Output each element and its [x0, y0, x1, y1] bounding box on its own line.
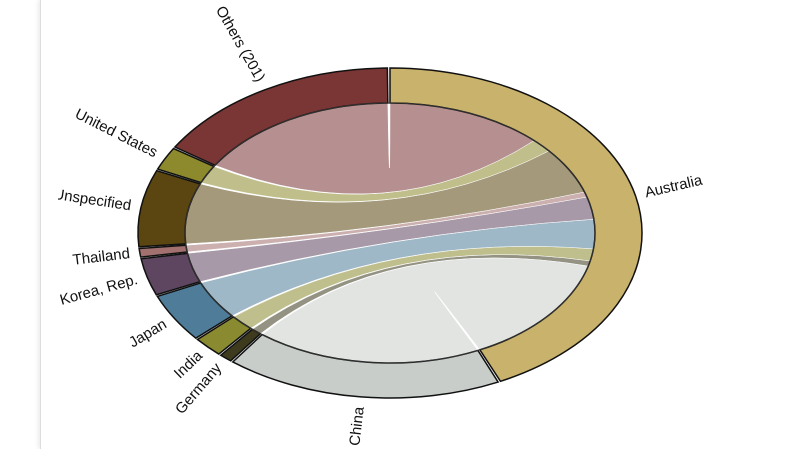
node-label: China [346, 405, 367, 447]
node-label: Australia [643, 172, 704, 202]
ribbons [184, 102, 596, 364]
node-label: Japan [126, 316, 170, 352]
node-label: Others (201) [212, 3, 268, 85]
panel [40, 0, 800, 449]
arcs [137, 67, 643, 399]
node-label: United States [72, 105, 160, 161]
node-label: Unspecified [52, 186, 132, 215]
node-label: Thailand [72, 245, 131, 269]
node-label: Korea, Rep. [58, 271, 140, 309]
inner-ring [184, 102, 596, 364]
